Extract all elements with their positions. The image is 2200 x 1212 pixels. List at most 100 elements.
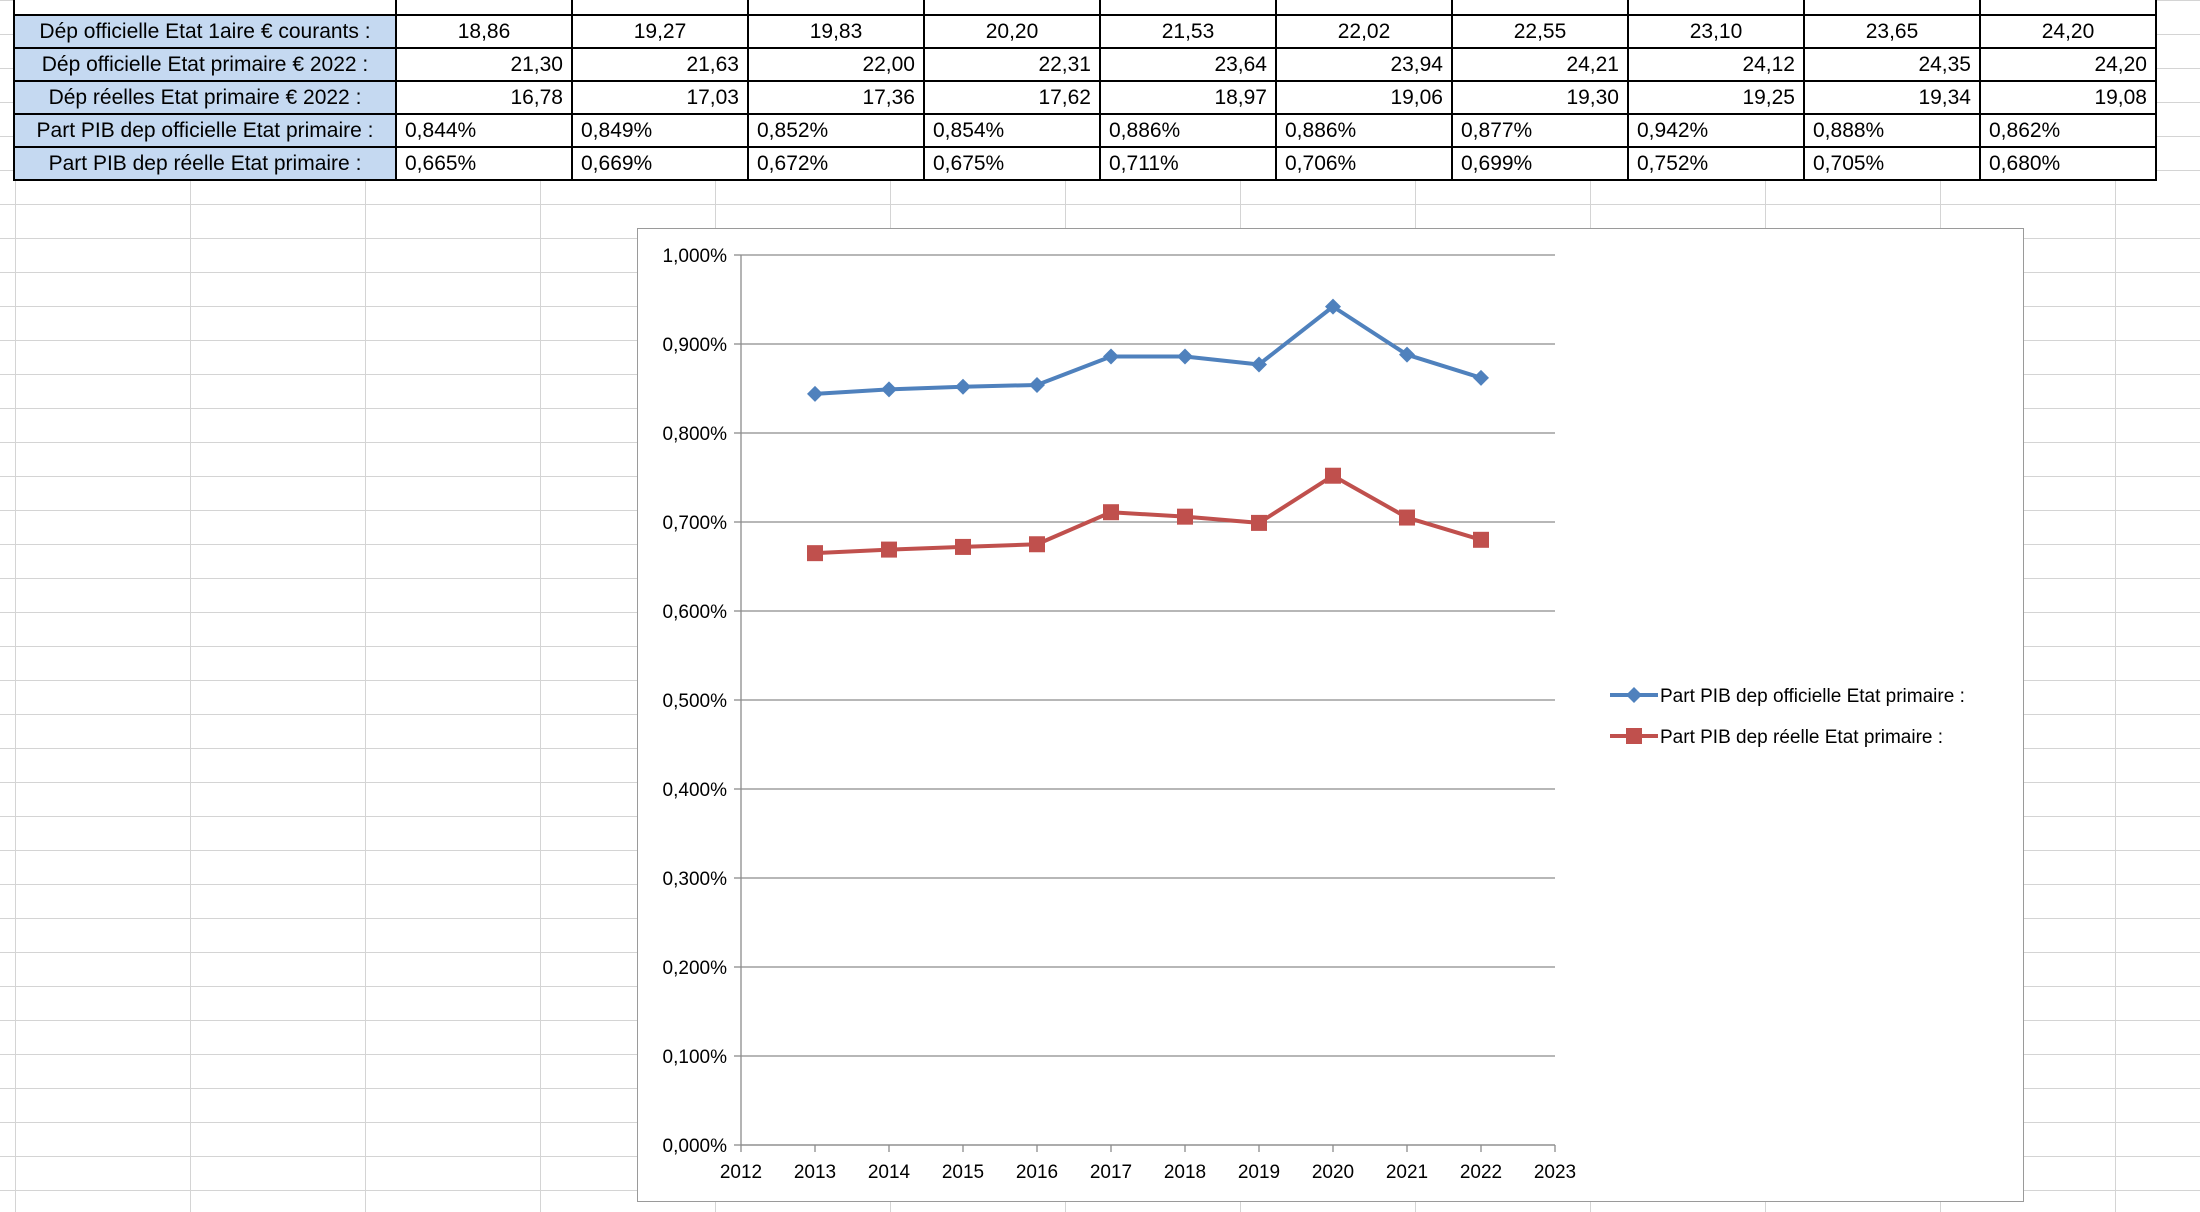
table-cell[interactable]: 0,706%: [1275, 146, 1453, 181]
table-cell[interactable]: 19,06: [1275, 80, 1453, 115]
table-cell[interactable]: 23,10: [1627, 14, 1805, 49]
table-cell[interactable]: 0,886%: [1275, 113, 1453, 148]
table-row-partial: [13, 0, 2157, 16]
table-cell[interactable]: 0,669%: [571, 146, 749, 181]
row-label[interactable]: Part PIB dep officielle Etat primaire :: [13, 113, 397, 148]
table-cell[interactable]: [1099, 0, 1277, 16]
table-cell[interactable]: 19,30: [1451, 80, 1629, 115]
data-point: [1325, 467, 1341, 484]
table-cell[interactable]: 0,675%: [923, 146, 1101, 181]
table-cell[interactable]: 0,672%: [747, 146, 925, 181]
table-cell[interactable]: 0,665%: [395, 146, 573, 181]
data-point: [1399, 346, 1415, 363]
table-cell[interactable]: 22,31: [923, 47, 1101, 82]
table-cell[interactable]: 24,35: [1803, 47, 1981, 82]
row-label[interactable]: Dép officielle Etat primaire € 2022 :: [13, 47, 397, 82]
table-cell[interactable]: [923, 0, 1101, 16]
table-cell[interactable]: 17,62: [923, 80, 1101, 115]
table-cell[interactable]: 24,21: [1451, 47, 1629, 82]
y-tick-label: 0,700%: [663, 513, 728, 534]
table-cell[interactable]: 24,12: [1627, 47, 1805, 82]
y-tick-label: 0,200%: [663, 958, 728, 979]
table-cell[interactable]: 21,53: [1099, 14, 1277, 49]
table-cell[interactable]: 0,705%: [1803, 146, 1981, 181]
table-cell[interactable]: [571, 0, 749, 16]
data-point: [1473, 369, 1489, 386]
x-tick-label: 2016: [1016, 1162, 1058, 1183]
table-cell[interactable]: 0,711%: [1099, 146, 1277, 181]
table-cell[interactable]: 18,86: [395, 14, 573, 49]
x-tick-label: 2013: [794, 1162, 836, 1183]
table-cell[interactable]: 0,888%: [1803, 113, 1981, 148]
table-cell[interactable]: 0,680%: [1979, 146, 2157, 181]
table-cell[interactable]: 0,852%: [747, 113, 925, 148]
table-cell[interactable]: 0,942%: [1627, 113, 1805, 148]
table-cell[interactable]: 18,97: [1099, 80, 1277, 115]
y-tick-label: 0,000%: [663, 1136, 728, 1157]
data-point: [1029, 536, 1045, 553]
table-cell[interactable]: 19,34: [1803, 80, 1981, 115]
table-cell[interactable]: 0,699%: [1451, 146, 1629, 181]
data-point: [881, 381, 897, 398]
y-tick-label: 0,100%: [663, 1047, 728, 1068]
table-cell[interactable]: 17,03: [571, 80, 749, 115]
table-cell[interactable]: 19,27: [571, 14, 749, 49]
table-cell[interactable]: [747, 0, 925, 16]
table-cell[interactable]: [1451, 0, 1629, 16]
data-point: [1473, 531, 1489, 548]
table-cell[interactable]: [1979, 0, 2157, 16]
table-cell[interactable]: 22,00: [747, 47, 925, 82]
x-tick-label: 2020: [1312, 1162, 1354, 1183]
y-tick-label: 0,900%: [663, 335, 728, 356]
series-line-0: [814, 304, 1482, 396]
table-cell[interactable]: 0,844%: [395, 113, 573, 148]
table-cell[interactable]: 17,36: [747, 80, 925, 115]
legend-marker: [1626, 728, 1642, 744]
table-cell[interactable]: 0,854%: [923, 113, 1101, 148]
row-label[interactable]: Dép officielle Etat 1aire € courants :: [13, 14, 397, 49]
x-tick-label: 2019: [1238, 1162, 1280, 1183]
row-label[interactable]: Dép réelles Etat primaire € 2022 :: [13, 80, 397, 115]
table-cell[interactable]: 21,30: [395, 47, 573, 82]
table-cell[interactable]: 19,25: [1627, 80, 1805, 115]
table-cell[interactable]: 21,63: [571, 47, 749, 82]
table-cell[interactable]: 24,20: [1979, 47, 2157, 82]
row-label[interactable]: Part PIB dep réelle Etat primaire :: [13, 146, 397, 181]
table-cell[interactable]: 22,55: [1451, 14, 1629, 49]
table-cell[interactable]: 19,08: [1979, 80, 2157, 115]
table-cell[interactable]: 0,849%: [571, 113, 749, 148]
table-cell[interactable]: [13, 0, 397, 16]
data-point: [1103, 348, 1119, 365]
x-tick-label: 2022: [1460, 1162, 1502, 1183]
table-row: Part PIB dep officielle Etat primaire :0…: [13, 113, 2157, 148]
legend-marker: [1626, 687, 1642, 703]
table-cell[interactable]: 19,83: [747, 14, 925, 49]
data-point: [1177, 348, 1193, 365]
table-cell[interactable]: 23,65: [1803, 14, 1981, 49]
table-cell[interactable]: [1803, 0, 1981, 16]
table-cell[interactable]: 0,877%: [1451, 113, 1629, 148]
table-cell[interactable]: 16,78: [395, 80, 573, 115]
table-cell[interactable]: 23,94: [1275, 47, 1453, 82]
table-cell[interactable]: 0,752%: [1627, 146, 1805, 181]
table-cell[interactable]: 0,862%: [1979, 113, 2157, 148]
y-tick-label: 0,600%: [663, 602, 728, 623]
table-cell[interactable]: [1627, 0, 1805, 16]
table-cell[interactable]: [395, 0, 573, 16]
legend-label: Part PIB dep réelle Etat primaire :: [1660, 727, 1943, 748]
data-table: Dép officielle Etat 1aire € courants :18…: [13, 0, 2157, 181]
table-cell[interactable]: [1275, 0, 1453, 16]
table-cell[interactable]: 23,64: [1099, 47, 1277, 82]
legend-label: Part PIB dep officielle Etat primaire :: [1660, 686, 1965, 707]
x-tick-label: 2021: [1386, 1162, 1428, 1183]
data-point: [1399, 509, 1415, 526]
x-tick-label: 2023: [1534, 1162, 1576, 1183]
table-cell[interactable]: 0,886%: [1099, 113, 1277, 148]
table-cell[interactable]: 20,20: [923, 14, 1101, 49]
x-tick-label: 2015: [942, 1162, 984, 1183]
table-cell[interactable]: 22,02: [1275, 14, 1453, 49]
table-cell[interactable]: 24,20: [1979, 14, 2157, 49]
x-tick-label: 2014: [868, 1162, 911, 1183]
data-point: [881, 541, 897, 558]
chart-area[interactable]: 0,000% 0,100% 0,200% 0,300% 0,400% 0,500% 0,60…: [637, 228, 2024, 1202]
